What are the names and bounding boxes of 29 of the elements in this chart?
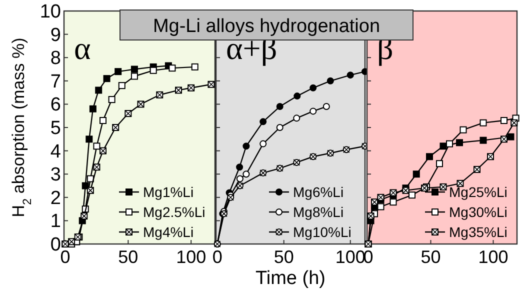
x-tick-label: 100 [478,247,508,267]
annotation: α [74,30,91,66]
x-tick-label: 50 [420,247,441,267]
legend-label: Mg30%Li [449,204,508,220]
y-tick-label: 9 [50,24,61,46]
x-tick-label: 0 [363,247,374,267]
legend-label: Mg6%Li [293,184,344,200]
y-tick-label: 6 [50,94,61,116]
legend-label: Mg8%Li [293,204,344,220]
y-tick-label: 2 [50,188,61,209]
x-axis-title: Time (h) [255,268,326,289]
y-tick-label: 10 [40,2,61,22]
x-tick-label: 50 [118,247,138,267]
y-tick-label: 7 [50,71,61,92]
x-tick-label: 100 [176,247,206,267]
legend-label: Mg25%Li [449,184,508,200]
legend-label: Mg2.5%Li [143,204,206,220]
legend-label: Mg4%Li [143,224,194,240]
y-tick-label: 8 [50,48,61,70]
y-tick-label: 1 [50,211,61,232]
legend-label: Mg10%Li [293,224,352,240]
y-tick-label: 3 [50,164,61,186]
y-tick-label: 4 [50,141,62,162]
x-tick-label: 100 [335,247,366,267]
legend-label: Mg1%Li [143,184,194,200]
legend-label: Mg35%Li [449,224,508,240]
y-tick-label: 5 [50,118,61,139]
x-tick-label: 50 [274,247,294,267]
x-tick-label: 0 [212,247,222,267]
